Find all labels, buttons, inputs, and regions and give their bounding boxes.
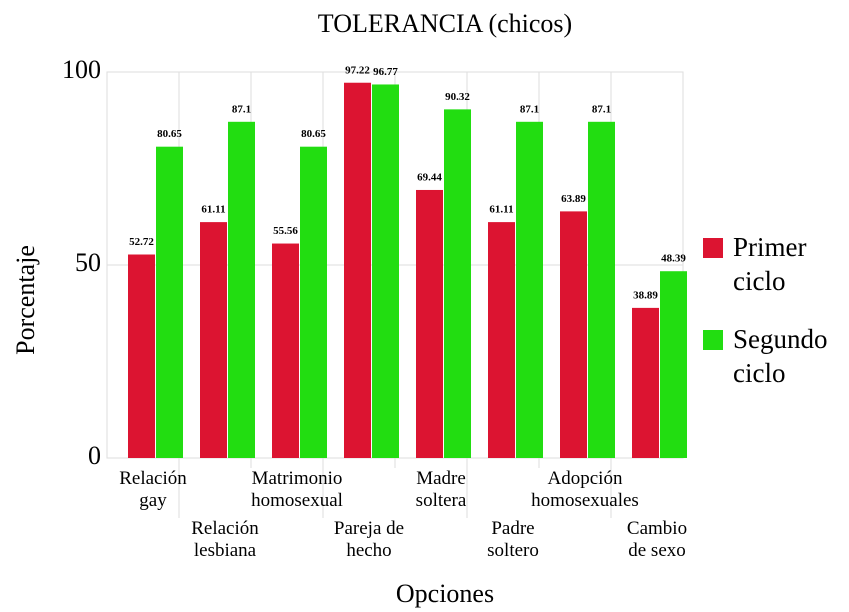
x-tick-label: Pareja de hecho: [333, 518, 405, 561]
legend-swatch: [703, 238, 723, 258]
data-label: 55.56: [273, 225, 298, 237]
data-label: 69.44: [417, 171, 442, 183]
x-tick-label: Madre soltera: [415, 468, 467, 511]
bar: [228, 121, 255, 458]
bar: [300, 146, 327, 459]
data-label: 80.65: [301, 128, 326, 140]
y-tick-label: 100: [62, 55, 101, 84]
bar: [200, 222, 227, 458]
bar: [588, 121, 615, 458]
y-axis-label: Porcentaje: [11, 245, 40, 355]
bar: [344, 82, 371, 458]
x-tick-label: Cambio de sexo: [626, 518, 688, 561]
data-label: 97.22: [345, 64, 370, 76]
bar: [372, 84, 399, 458]
bar: [560, 211, 587, 458]
bar: [128, 254, 155, 458]
x-tick-label: Relación gay: [119, 468, 187, 511]
x-tick-label: Relación lesbiana: [191, 518, 259, 561]
bar: [660, 271, 687, 458]
y-tick-label: 50: [75, 248, 101, 277]
legend-label: Segundo ciclo: [733, 324, 828, 388]
data-label: 61.11: [201, 204, 225, 216]
y-tick-label: 0: [88, 441, 101, 470]
data-label: 52.72: [129, 236, 154, 248]
bar: [516, 121, 543, 458]
data-label: 87.1: [520, 103, 539, 115]
bar: [632, 307, 659, 458]
chart-title: TOLERANCIA (chicos): [318, 9, 572, 38]
x-tick-label: Padre soltero: [487, 518, 539, 561]
bar: [488, 222, 515, 458]
bar: [156, 146, 183, 459]
data-label: 87.1: [592, 103, 611, 115]
legend-swatch: [703, 330, 723, 350]
x-tick-label: Adopción homosexuales: [531, 468, 639, 511]
data-label: 80.65: [157, 128, 182, 140]
data-label: 90.32: [445, 91, 470, 103]
bar: [444, 109, 471, 458]
bar: [416, 189, 443, 458]
data-label: 38.89: [633, 289, 658, 301]
data-label: 96.77: [373, 66, 398, 78]
data-label: 61.11: [489, 204, 513, 216]
x-axis-label: Opciones: [396, 579, 494, 608]
data-label: 63.89: [561, 193, 586, 205]
x-tick-label: Matrimonio homosexual: [251, 468, 343, 511]
data-label: 87.1: [232, 103, 251, 115]
bar: [272, 243, 299, 458]
legend-label: Primer ciclo: [733, 232, 807, 296]
data-label: 48.39: [661, 253, 686, 265]
